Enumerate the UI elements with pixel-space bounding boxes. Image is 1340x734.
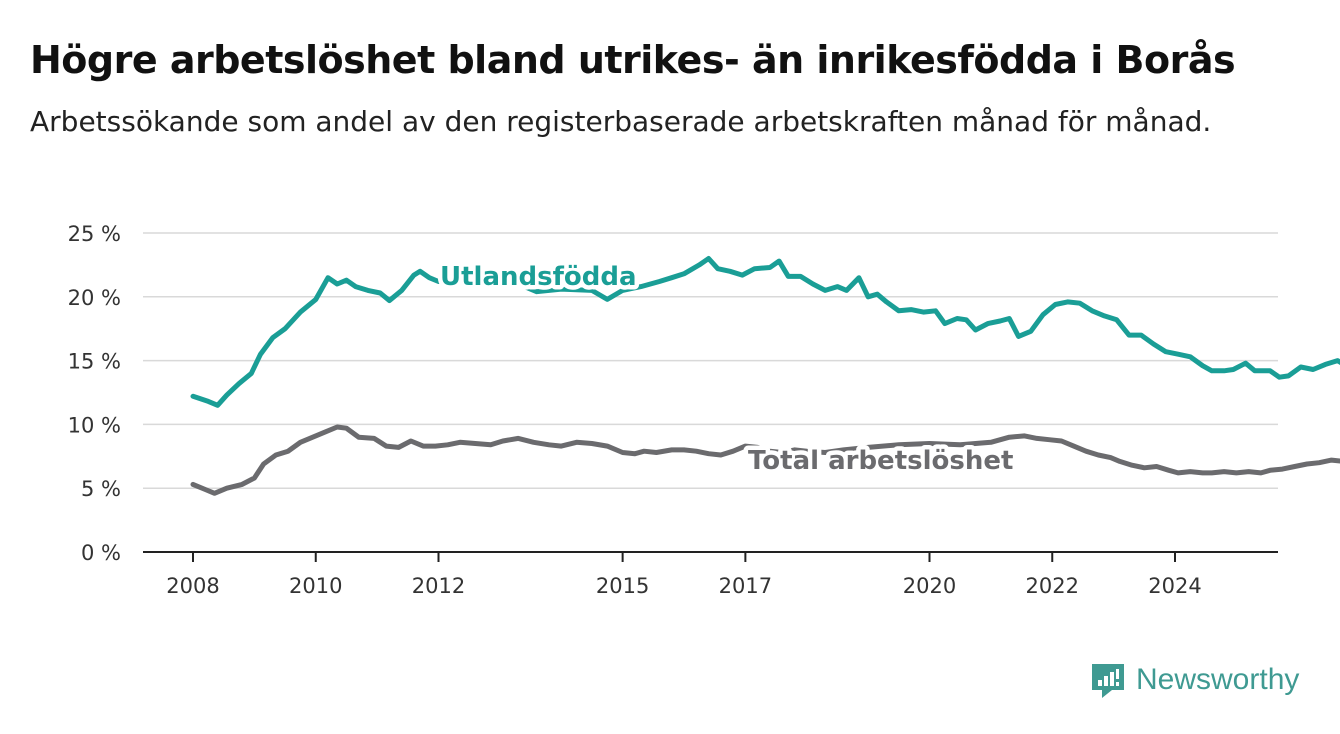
series-labels: Utlandsfödda14,7 %Total arbetslöshet7,4 …: [436, 258, 1018, 481]
series-label-0: Utlandsfödda: [440, 262, 637, 292]
x-tick-label: 2020: [903, 574, 956, 598]
series-line-0: [190, 256, 1340, 408]
x-tick-label: 2010: [289, 574, 342, 598]
chart-title: Högre arbetslöshet bland utrikes- än inr…: [30, 38, 1236, 82]
x-tick-label: 2017: [719, 574, 772, 598]
x-axis-ticks: 2008 2010 2012 2015 2017 2020 2022 2024: [166, 552, 1202, 598]
y-tick-label: 25 %: [68, 222, 121, 246]
chart-subtitle: Arbetssökande som andel av den registerb…: [30, 105, 1212, 138]
x-tick-label: 2012: [412, 574, 465, 598]
y-axis-ticks: 0 % 5 % 10 % 15 % 20 % 25 %: [68, 222, 121, 565]
newsworthy-brand: Newsworthy: [1088, 660, 1299, 700]
x-tick-label: 2015: [596, 574, 649, 598]
y-tick-label: 10 %: [68, 413, 121, 437]
y-tick-label: 20 %: [68, 286, 121, 310]
newsworthy-logo-icon: [1092, 664, 1124, 698]
series-line-1: [190, 424, 1340, 496]
x-tick-label: 2022: [1026, 574, 1079, 598]
y-tick-label: 15 %: [68, 350, 121, 374]
x-tick-label: 2008: [166, 574, 219, 598]
grid-lines: [143, 232, 1278, 553]
series-lines: [190, 256, 1340, 496]
brand-name: Newsworthy: [1136, 663, 1300, 696]
series-label-1: Total arbetslöshet: [748, 446, 1013, 476]
y-tick-label: 0 %: [81, 541, 121, 565]
x-tick-label: 2024: [1148, 574, 1201, 598]
y-tick-label: 5 %: [81, 477, 121, 501]
